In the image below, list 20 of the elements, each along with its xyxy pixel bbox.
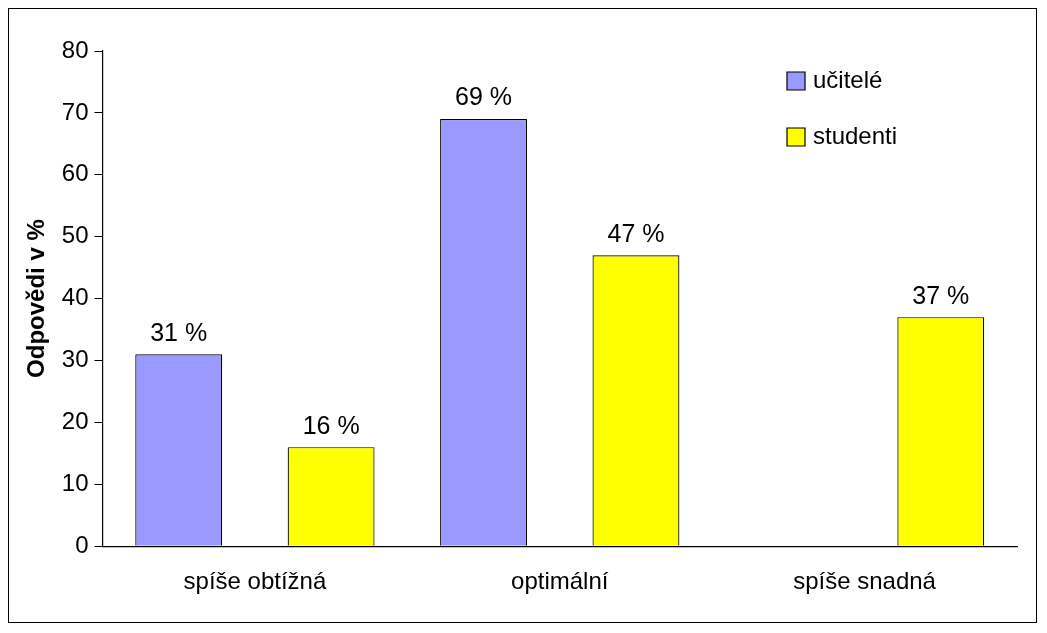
data-label: 37 % bbox=[912, 280, 970, 309]
data-label: 16 % bbox=[302, 410, 360, 439]
data-label: 69 % bbox=[455, 82, 513, 111]
legend-label: učitelé bbox=[813, 65, 883, 93]
y-tick-label: 70 bbox=[61, 97, 89, 125]
x-tick-label: spíše snadná bbox=[793, 567, 937, 595]
data-label: 31 % bbox=[150, 317, 208, 346]
x-tick-label: spíše obtížná bbox=[183, 567, 327, 595]
x-tick-label: optimální bbox=[511, 567, 609, 595]
y-tick-label: 80 bbox=[61, 35, 89, 63]
y-tick-label: 60 bbox=[61, 159, 89, 187]
y-tick-label: 10 bbox=[61, 468, 89, 496]
y-tick-label: 30 bbox=[61, 345, 89, 373]
data-label: 47 % bbox=[607, 218, 665, 247]
y-tick-label: 0 bbox=[75, 530, 89, 558]
legend-label: studenti bbox=[813, 121, 898, 149]
y-tick-label: 40 bbox=[61, 283, 89, 311]
y-axis-title: Odpovědi v % bbox=[22, 219, 50, 378]
y-tick-label: 50 bbox=[61, 221, 89, 249]
y-tick-label: 20 bbox=[61, 407, 89, 435]
